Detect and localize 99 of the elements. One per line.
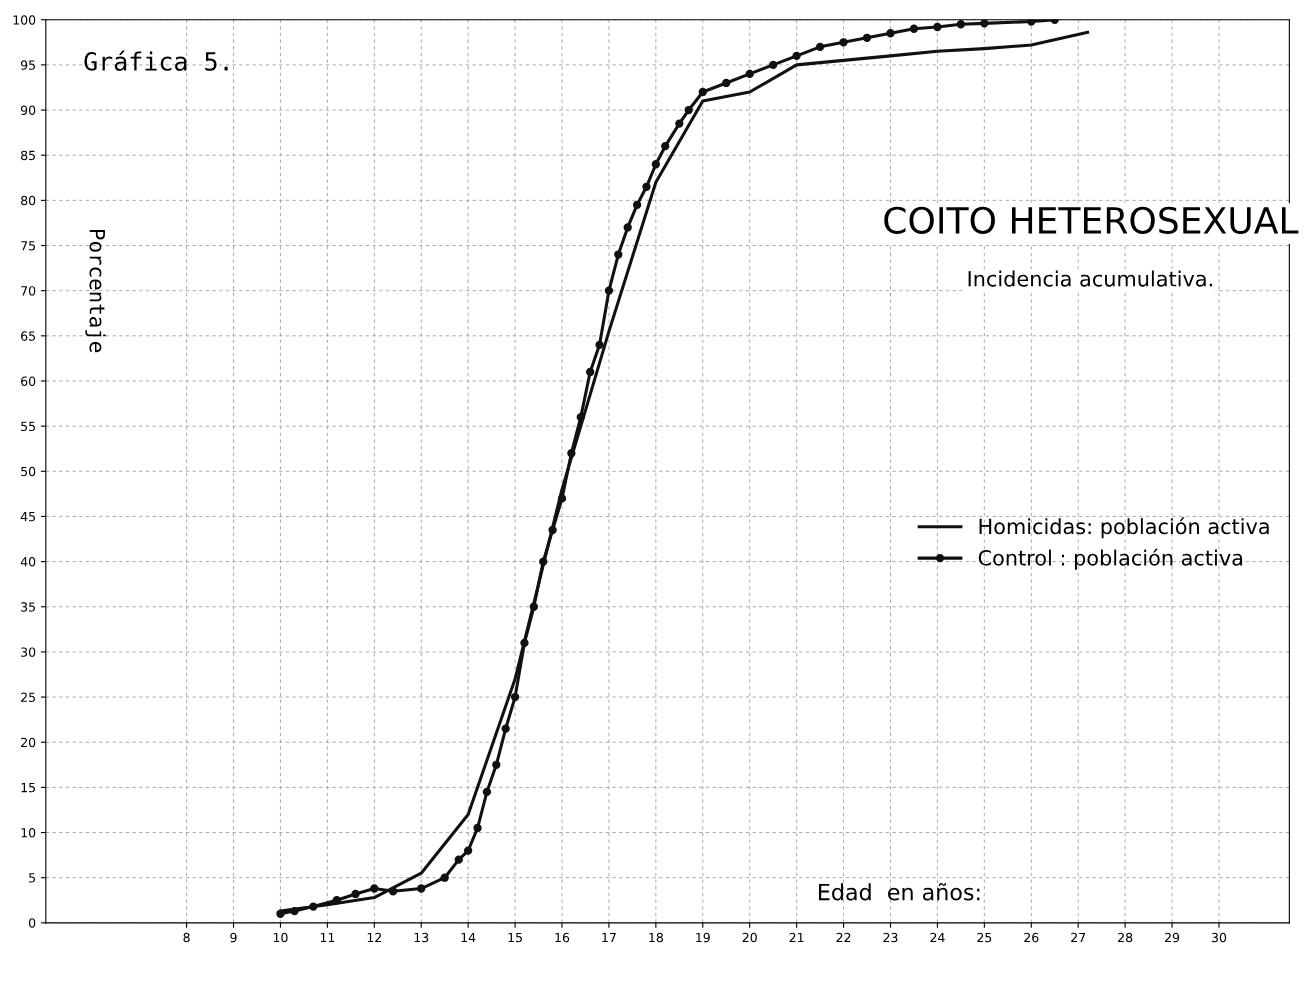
- x-tick-label: 26: [1024, 932, 1039, 943]
- y-tick-label: 10: [21, 828, 36, 838]
- point: [651, 160, 661, 169]
- x-tick-label: 25: [977, 932, 992, 943]
- point: [567, 449, 576, 458]
- point: [839, 38, 848, 47]
- text: Incidencia acumulativa.: [968, 270, 1212, 287]
- legend-label: Homicidas: población activa: [979, 517, 1269, 539]
- y-tick-label: 45: [20, 512, 35, 522]
- x-tick-label: 23: [883, 932, 898, 943]
- y-tick-label: 50: [21, 466, 36, 477]
- y-tick-label: 35: [21, 602, 35, 612]
- y-tick-label: 100: [13, 15, 36, 25]
- point: [595, 340, 604, 350]
- y-tick-label: 15: [21, 783, 35, 793]
- point: [520, 638, 529, 648]
- point: [576, 412, 585, 422]
- point: [388, 887, 398, 896]
- point: [276, 909, 285, 918]
- y-tick-label: 55: [21, 421, 35, 432]
- x-axis-title: Edad en años:: [819, 882, 980, 901]
- x-tick-label: 19: [696, 932, 710, 943]
- point: [332, 896, 341, 905]
- point: [309, 902, 318, 911]
- point: [980, 19, 989, 28]
- point: [473, 823, 482, 833]
- point: [769, 60, 778, 70]
- x-tick-label: 21: [789, 932, 804, 943]
- point: [632, 200, 642, 210]
- x-tick-label: 15: [508, 932, 522, 943]
- y-tick-label: 0: [28, 918, 36, 928]
- point: [886, 29, 895, 38]
- x-tick-label: 11: [320, 932, 335, 943]
- point: [501, 724, 510, 733]
- text: COITO HETEROSEXUAL: [884, 206, 1299, 234]
- legend-label: Control : población activa: [978, 548, 1243, 570]
- point: [698, 87, 707, 97]
- y-tick-label: 40: [20, 557, 36, 567]
- point: [909, 24, 919, 33]
- x-tick-label: 14: [461, 932, 476, 943]
- y-tick-label: 30: [21, 647, 36, 657]
- point: [792, 51, 801, 61]
- point: [956, 20, 966, 29]
- y-tick-label: 65: [21, 331, 35, 341]
- point: [862, 33, 872, 42]
- point: [745, 69, 754, 79]
- point: [614, 250, 623, 259]
- point: [1027, 19, 1036, 26]
- x-tick-label: 28: [1118, 932, 1133, 943]
- y-tick-label: 75: [21, 241, 35, 251]
- y-tick-label: 20: [21, 737, 36, 748]
- x-tick-label: 30: [1211, 932, 1227, 943]
- point: [482, 787, 492, 797]
- annotation: Gráfica 5.: [84, 50, 228, 71]
- point: [454, 855, 463, 864]
- x-tick-label: 24: [930, 932, 945, 943]
- point: [463, 846, 473, 855]
- x-tick-label: 8: [183, 932, 190, 943]
- point: [604, 286, 614, 295]
- x-tick-label: 20: [742, 932, 757, 943]
- x-tick-label: 29: [1165, 932, 1180, 943]
- point: [539, 557, 548, 566]
- x-tick-label: 22: [836, 932, 851, 943]
- y-tick-label: 60: [21, 376, 36, 386]
- x-tick-label: 27: [1071, 932, 1086, 943]
- x-tick-label: 13: [414, 932, 429, 943]
- point: [548, 525, 557, 535]
- x-tick-label: 10: [273, 932, 288, 943]
- point: [510, 692, 520, 702]
- point: [585, 367, 595, 377]
- x-tick-label: 17: [602, 932, 616, 943]
- point: [675, 119, 684, 128]
- point: [557, 494, 567, 503]
- y-tick-label: 70: [21, 286, 36, 296]
- y-tick-label: 80: [21, 195, 36, 206]
- x-tick-label: 18: [649, 932, 663, 943]
- point: [440, 873, 449, 882]
- point: [351, 889, 360, 899]
- y-tick-label: 95: [20, 60, 35, 70]
- point: [815, 42, 825, 52]
- point: [642, 182, 651, 191]
- x-tick-label: 12: [367, 932, 381, 943]
- y-axis-title: Porcentaje: [85, 229, 106, 353]
- y-tick-label: 5: [29, 873, 35, 883]
- point: [417, 884, 426, 893]
- point: [684, 105, 693, 115]
- x-tick-label: 16: [555, 932, 570, 943]
- point: [370, 884, 379, 893]
- y-tick-label: 90: [20, 105, 36, 115]
- point: [290, 906, 299, 916]
- point: [722, 78, 731, 88]
- point: [529, 602, 539, 611]
- y-tick-label: 25: [21, 692, 35, 702]
- point: [623, 223, 632, 232]
- point: [492, 760, 501, 769]
- y-tick-label: 85: [21, 150, 35, 161]
- x-tick-label: 9: [230, 932, 237, 943]
- point: [661, 142, 670, 151]
- point: [933, 22, 942, 32]
